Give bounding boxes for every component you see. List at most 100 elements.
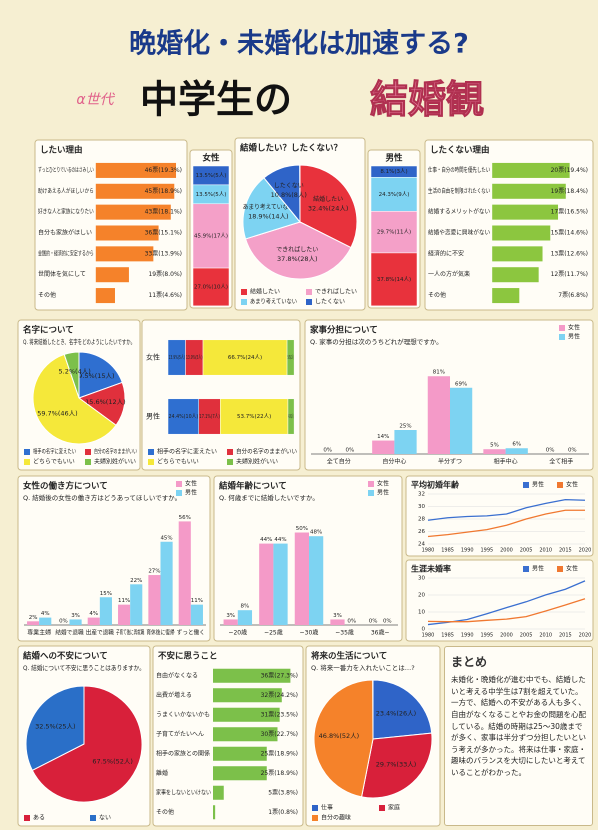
bar [309,536,323,625]
value-label: 27% [148,569,160,575]
y-tick-label: 30 [418,576,425,582]
category-label: 出費が増える [156,691,192,699]
bar [27,621,39,625]
category-label: 仕事・自分の時間を優先したい [428,166,490,174]
value-label: 4% [89,611,98,617]
legend-swatch [559,334,565,340]
x-tick-label: 1995 [481,548,494,554]
value-label: 45% [160,535,172,541]
legend-swatch [523,482,529,488]
chart-title: 結婚したい？したくない？ [240,143,342,154]
legend-label: 夫婦別姓がいい [236,458,278,466]
x-tick-label: 1980 [422,548,435,554]
bar [259,544,273,625]
chart-title: したい理由 [40,145,83,156]
legend-label: 男性 [568,333,580,341]
category-label: ~35歳 [335,629,354,637]
value-label: 8.1%(3人) [380,168,407,175]
bar [130,584,142,625]
legend-swatch [24,815,30,821]
value-label: 11% [118,598,130,604]
slice-name: できればしたい [276,245,318,253]
category-label: 相手中心 [494,458,518,466]
question: Q. 結婚後の女性の働き方はどうあってほしいですか。 [23,493,181,502]
category-label: 金銭的・経済的に安定するから [38,249,94,257]
value-label: 20票(19.4%) [551,167,588,174]
legend-label: 男性 [377,489,389,497]
legend-swatch [557,482,563,488]
title-line1: 晩婚化・未婚化は加速する? [129,29,469,60]
value-label: 24.4%(10人) [169,413,199,420]
legend-label: 男性 [532,565,544,573]
x-tick-label: 1990 [461,633,474,639]
category-label: 相手の家族との関係 [156,749,210,757]
slice-name: 結婚したい [313,195,343,203]
category-label: 結婚や恋愛に興味がない [428,229,490,237]
legend-swatch [241,299,247,305]
value-label: 0% [383,619,392,625]
category-label: 全て相手 [549,458,573,466]
category-label: 自分中心 [382,458,406,466]
category-label: 自分も家族がほしい [38,229,92,237]
value-label: 29.7%(33人) [376,760,417,768]
category-label: ~25歳 [264,629,283,637]
x-tick-label: 1990 [461,548,474,554]
legend-label: 男性 [185,489,197,497]
x-tick-label: 2020 [579,633,592,639]
legend-swatch [306,299,312,305]
value-label: 6% [512,442,521,448]
value-label: 37.8%(14人) [377,276,411,283]
title-accent: 結婚観 [370,78,484,122]
legend-label: あまり考えていない [250,298,297,306]
bar [428,376,450,454]
legend-label: ない [99,815,111,822]
value-label: 46.8%(52人) [319,732,360,740]
value-label: 43票(18.1%) [145,209,182,216]
legend-swatch [368,481,374,487]
chart-title: 平均初婚年齢 [411,480,460,490]
category-label: 36歳~ [371,629,390,637]
bar [492,205,558,220]
value-label: 5.2%(4人) [59,368,91,376]
chart-title: 女性の働き方について [23,481,108,492]
value-label: 13.5%(5人) [196,172,227,179]
y-tick-label: 26 [418,529,425,535]
chart-title: 男性 [385,153,403,164]
x-tick-label: 2010 [539,548,552,554]
chart-title: 将来の生活について [311,651,387,662]
value-label: 15% [100,591,112,597]
x-tick-label: 2015 [559,548,572,554]
bar [39,618,51,625]
value-label: 3% [71,613,80,619]
legend-label: どちらでもいい [157,458,199,466]
bar [213,747,267,761]
bar [372,441,394,454]
value-label: 32票(24.2%) [261,692,298,699]
x-tick-label: 2020 [579,548,592,554]
bar [506,448,528,454]
legend-label: 家庭 [388,804,400,812]
legend-swatch [90,815,96,821]
category-label: ずっと働く [177,629,205,637]
value-label: 17票(16.5%) [551,209,588,216]
legend-swatch [227,459,233,465]
chart-title: したくない理由 [430,145,490,156]
legend-swatch [559,325,565,331]
bar [70,619,82,625]
value-label: 30票(22.7%) [261,731,298,738]
value-label: 0% [568,448,577,454]
legend-label: 結婚したい [250,288,280,296]
value-label: 25% [399,424,411,430]
category-label: ~20歳 [228,629,247,637]
legend-label: 女性 [568,324,580,332]
x-tick-label: 1985 [441,548,454,554]
value-label: 81% [433,370,445,376]
legend-label: 女性 [566,565,578,573]
value-label: 46票(19.3%) [145,167,182,174]
value-label: 12票(11.7%) [551,271,588,278]
value-label: 27.0%(10人) [194,283,228,290]
category-label: その他 [428,291,446,299]
value-label: 37.8%(28人) [277,255,318,263]
value-label: 11票(4.6%) [148,292,182,299]
chart-title: 結婚年齢について [219,481,287,492]
